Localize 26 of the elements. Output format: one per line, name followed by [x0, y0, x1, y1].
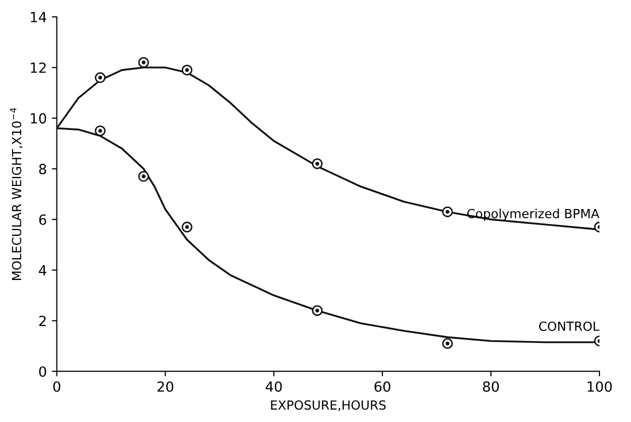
x-tick-label: 40 — [266, 381, 282, 392]
x-tick-label: 100 — [588, 381, 612, 392]
y-tick-label: 6 — [39, 214, 46, 225]
point — [94, 125, 106, 136]
x-tick-label: 0 — [53, 381, 60, 392]
y-tick-label: 14 — [30, 12, 46, 22]
y-tick-label: 2 — [39, 316, 46, 326]
x-axis-title: EXPOSURE,HOURS — [271, 400, 386, 412]
point — [182, 64, 192, 76]
y-tick-label: 10 — [30, 113, 46, 124]
y-tick-label: 0 — [39, 366, 46, 377]
point — [138, 171, 149, 182]
x-tick-label: 20 — [158, 381, 174, 392]
x-tick-label: 80 — [483, 381, 499, 392]
point — [94, 72, 106, 83]
point — [182, 222, 192, 232]
y-tick-label: 8 — [39, 164, 46, 174]
y-axis-title: MOLECULAR WEIGHT,X10$^{−4}$ — [10, 108, 23, 280]
point — [312, 158, 323, 170]
x-tick-label: 60 — [374, 381, 390, 392]
series-label: CONTROL — [539, 322, 600, 331]
y-tick-label: 4 — [38, 265, 46, 276]
y-tick-label: 12 — [30, 62, 46, 73]
point — [442, 338, 453, 349]
series-label: Copolymerized BPMA — [467, 208, 600, 221]
point — [138, 57, 149, 68]
